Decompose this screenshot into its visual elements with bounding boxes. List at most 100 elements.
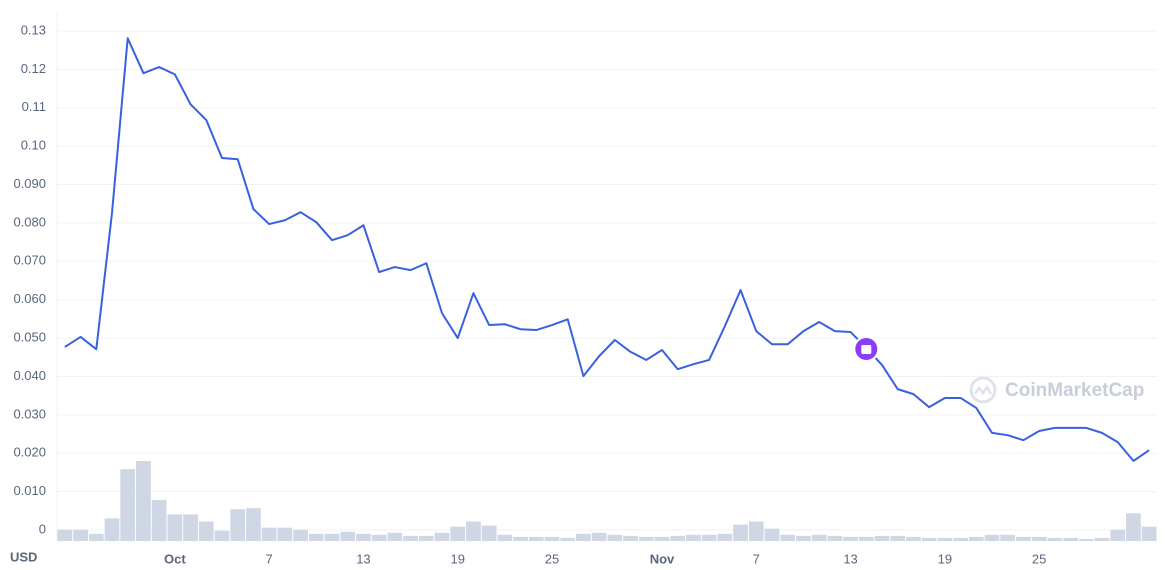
volume-bar: [937, 537, 953, 541]
x-tick-label: 7: [753, 551, 760, 566]
volume-bar: [858, 536, 874, 541]
volume-bar: [308, 533, 324, 541]
volume-bar: [780, 534, 796, 541]
grid: [57, 30, 1157, 531]
event-icon: [853, 336, 880, 362]
event-icon-glyph: [861, 345, 872, 354]
volume-bar: [953, 537, 968, 541]
y-tick-label: 0.070: [13, 253, 46, 268]
volume-bar: [890, 535, 906, 541]
volume-bar: [57, 529, 73, 541]
y-tick-label: 0.12: [21, 61, 46, 76]
volume-bar: [1078, 538, 1094, 541]
y-tick-label: 0.010: [13, 483, 46, 498]
volume-bar: [151, 499, 167, 541]
y-axis-label: USD: [10, 549, 37, 564]
volume-bar: [1063, 537, 1078, 541]
volume-bar: [246, 508, 261, 541]
volume-bar: [1094, 537, 1110, 541]
volume-bar: [843, 536, 858, 541]
volume-bar: [921, 537, 937, 541]
y-tick-label: 0.11: [22, 99, 46, 114]
volume-bar: [104, 518, 120, 541]
volume-bar: [764, 528, 780, 541]
volume-bar: [686, 534, 701, 541]
volume-bar: [717, 533, 733, 541]
volume-bar: [513, 536, 528, 541]
volume-bar: [418, 535, 434, 541]
x-tick-label: 19: [450, 551, 464, 566]
volume-bar: [1141, 526, 1157, 541]
volume-bar: [796, 535, 811, 541]
x-tick-label: Nov: [650, 551, 675, 566]
x-tick-label: 13: [356, 551, 370, 566]
volume-bar: [560, 537, 576, 541]
volume-bar: [748, 521, 764, 541]
x-tick-label: 25: [545, 551, 559, 566]
volume-bar: [73, 529, 88, 541]
volume-bar: [1016, 536, 1031, 541]
volume-bar: [293, 529, 308, 541]
volume-bar: [1047, 537, 1063, 541]
y-tick-label: 0.030: [13, 406, 46, 421]
volume-bar: [230, 509, 246, 541]
volume-bar: [733, 524, 748, 541]
volume-bar: [528, 536, 544, 541]
volume-bar: [906, 536, 921, 541]
volume-bar: [1000, 534, 1016, 541]
volume-bar: [450, 526, 466, 541]
x-tick-label: 7: [266, 551, 273, 566]
volume-bar: [670, 535, 686, 541]
price-line: [64, 37, 1150, 462]
volume-bar: [1126, 513, 1141, 541]
volume-bar: [403, 535, 418, 541]
y-tick-label: 0.090: [13, 176, 46, 191]
volume-bar: [387, 532, 403, 541]
volume-bar: [497, 534, 513, 541]
y-tick-label: 0: [39, 521, 46, 536]
volume-bar: [827, 535, 843, 541]
y-tick-label: 0.080: [13, 214, 46, 229]
volume-bar: [136, 461, 151, 541]
volume-bar: [214, 530, 230, 541]
volume-bar: [984, 534, 1000, 541]
volume-bar: [356, 533, 371, 541]
volume-bar: [434, 532, 450, 541]
y-tick-label: 0.060: [13, 291, 46, 306]
y-tick-label: 0.10: [21, 138, 46, 153]
volume-bar: [544, 536, 560, 541]
volume-bar: [701, 534, 717, 541]
volume-bar: [591, 532, 607, 541]
volume-bar: [277, 527, 293, 541]
x-tick-label: 13: [843, 551, 857, 566]
y-tick-label: 0.040: [13, 368, 46, 383]
volume-bar: [607, 534, 623, 541]
volume-bar: [1110, 529, 1126, 541]
y-tick-label: 0.020: [13, 445, 46, 460]
volume-bar: [811, 534, 827, 541]
volume-bar: [1031, 536, 1047, 541]
volume-bar: [371, 534, 387, 541]
volume-bar: [466, 521, 481, 541]
volume-bar: [638, 536, 654, 541]
x-tick-label: 19: [938, 551, 952, 566]
volume-bar: [481, 525, 497, 541]
x-tick-label: Oct: [164, 551, 186, 566]
volume-bar: [623, 535, 638, 541]
y-tick-label: 0.13: [21, 22, 46, 37]
volume-bar: [874, 535, 890, 541]
watermark: CoinMarketCap: [1005, 380, 1144, 401]
watermark-logo: [969, 376, 997, 404]
volume-bar: [324, 533, 340, 541]
volume-bar: [340, 531, 356, 541]
volume-bar: [968, 536, 984, 541]
volume-bar: [198, 521, 214, 541]
x-tick-label: 25: [1032, 551, 1046, 566]
volume-bar: [261, 527, 277, 541]
volume-bar: [183, 514, 198, 541]
volume-bar: [88, 533, 104, 541]
volume-bar: [576, 533, 591, 541]
volume-bar: [120, 469, 136, 541]
volume-bar: [167, 514, 183, 541]
